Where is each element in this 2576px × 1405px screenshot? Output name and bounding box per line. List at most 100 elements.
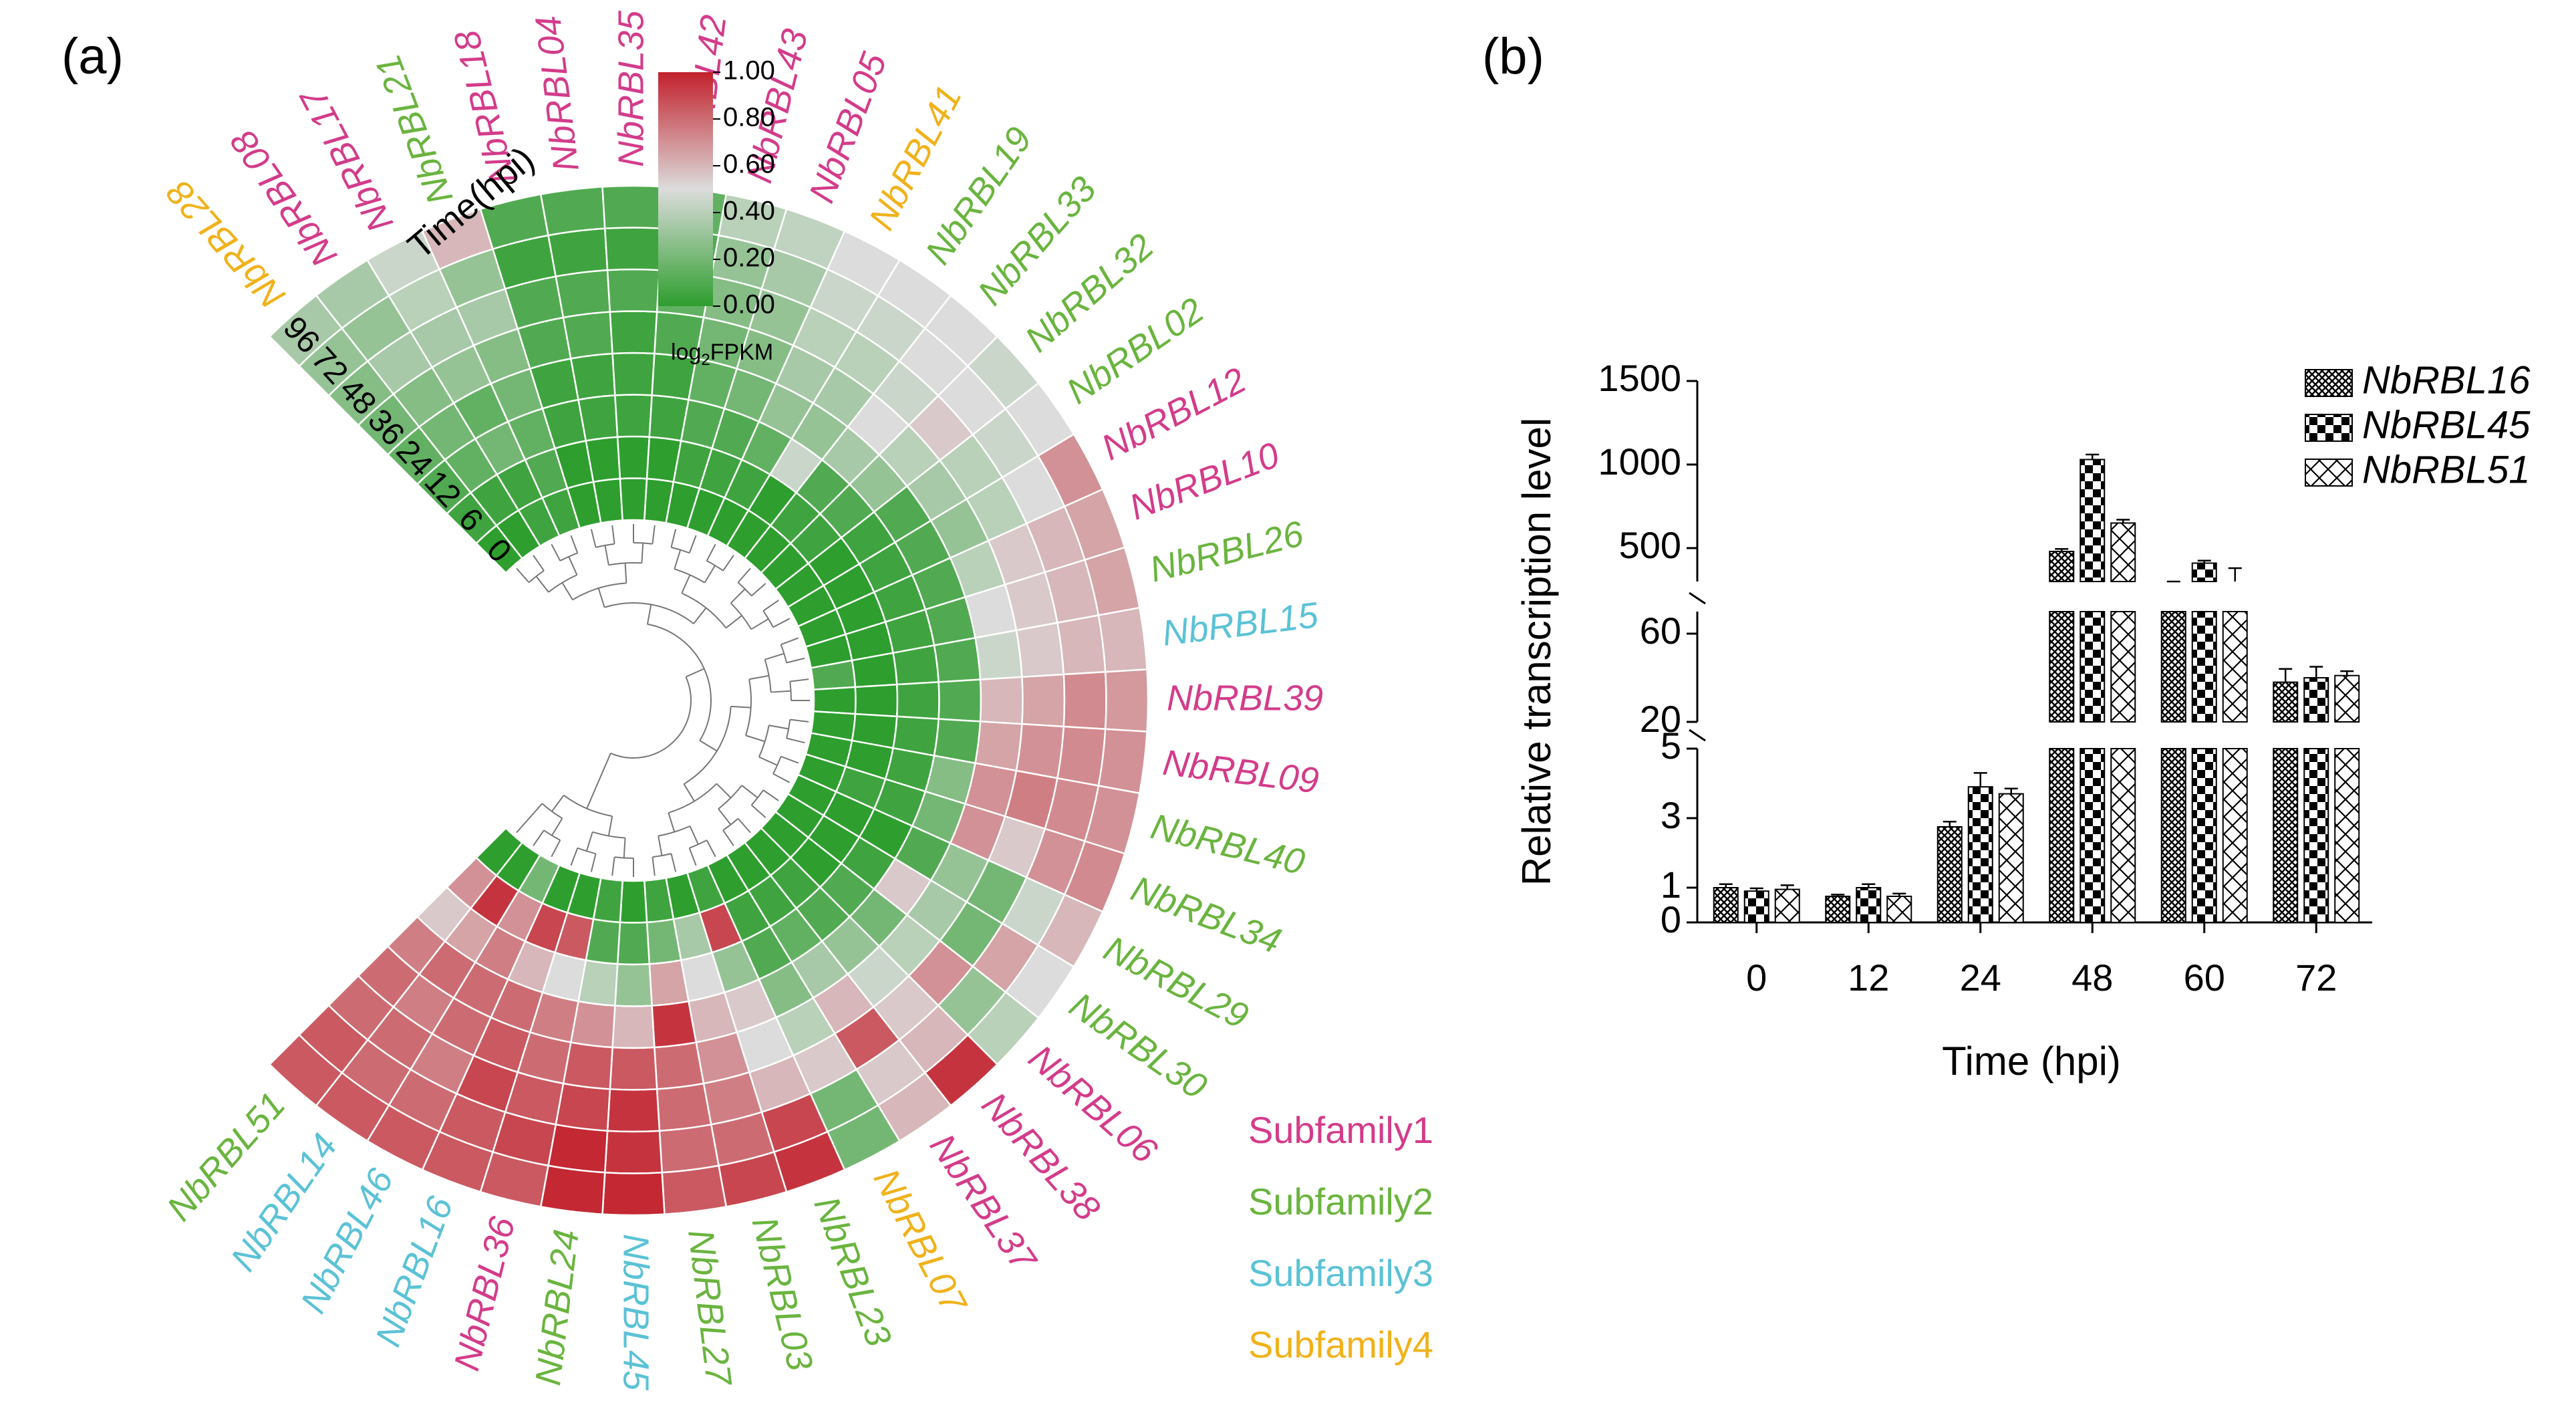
bar bbox=[2049, 611, 2075, 723]
bar bbox=[2191, 562, 2217, 582]
dendrogram-arc bbox=[563, 794, 613, 817]
heatmap-cell bbox=[1062, 670, 1107, 731]
heatmap-cell bbox=[892, 644, 940, 686]
bar bbox=[2110, 522, 2136, 582]
dendrogram-branch bbox=[772, 618, 791, 628]
dendrogram-branch bbox=[623, 838, 626, 858]
dendrogram-arc bbox=[614, 856, 634, 859]
panel-b-label: (b) bbox=[1482, 28, 1544, 85]
dendrogram-arc bbox=[647, 623, 712, 741]
dendrogram-arc bbox=[671, 546, 690, 554]
heatmap-cell bbox=[654, 1041, 705, 1090]
dendrogram-branch bbox=[770, 690, 791, 693]
heatmap-cell bbox=[614, 394, 653, 438]
bar bbox=[2334, 748, 2360, 923]
y-tick-label: 1 bbox=[1661, 864, 1681, 906]
dendrogram-branch bbox=[652, 857, 656, 876]
dendrogram-branch bbox=[762, 789, 779, 801]
bar bbox=[2080, 748, 2106, 923]
bar bbox=[1743, 890, 1769, 923]
subfamily-legend-item: Subfamily1 bbox=[1248, 1109, 1433, 1151]
dendrogram-branch bbox=[758, 756, 778, 766]
heatmap-cell bbox=[974, 629, 1023, 680]
dendrogram-branch bbox=[725, 615, 742, 629]
heatmap-cell bbox=[616, 921, 651, 966]
colorbar-tick-label: 0.20 bbox=[723, 243, 775, 273]
y-tick-label: 500 bbox=[1619, 524, 1681, 566]
colorbar-label: log2FPKM bbox=[671, 340, 773, 369]
heatmap-cell bbox=[555, 269, 611, 319]
dendrogram-branch bbox=[706, 543, 716, 561]
heatmap-cell bbox=[603, 1130, 664, 1174]
heatmap-cell bbox=[562, 311, 613, 360]
dendrogram-branch bbox=[786, 657, 805, 664]
bar bbox=[2273, 681, 2299, 723]
x-tick-label: 24 bbox=[1960, 956, 2001, 999]
heatmap-cell bbox=[606, 1088, 661, 1133]
dendrogram-branch bbox=[570, 535, 579, 553]
dendrogram-branch bbox=[570, 848, 579, 866]
dendrogram-branch bbox=[668, 812, 676, 832]
dendrogram-branch bbox=[688, 535, 697, 553]
heatmap-cell bbox=[1021, 673, 1066, 728]
dendrogram-branch bbox=[722, 555, 734, 571]
dendrogram-branch bbox=[750, 804, 766, 818]
dendrogram-arc bbox=[559, 552, 578, 561]
heatmap-cell bbox=[601, 1171, 666, 1217]
heatmap-cell bbox=[619, 880, 648, 924]
dendrogram-branch bbox=[533, 829, 545, 846]
heatmap-cell bbox=[547, 1123, 609, 1174]
colorbar-gradient bbox=[658, 72, 713, 306]
dendrogram-branch bbox=[688, 848, 697, 866]
bar bbox=[2273, 748, 2299, 923]
bar bbox=[2160, 748, 2186, 923]
heatmap-cell bbox=[1097, 606, 1148, 673]
gene-label: NbRBL27 bbox=[680, 1227, 739, 1389]
y-axis-title: Relative transcription level bbox=[1514, 418, 1559, 886]
bar bbox=[2303, 677, 2329, 723]
dendrogram-branch bbox=[590, 529, 597, 548]
dendrogram-branch bbox=[607, 815, 613, 836]
subfamily-legend-item: Subfamily4 bbox=[1248, 1323, 1433, 1366]
dendrogram-arc bbox=[528, 569, 545, 584]
dendrogram-branch bbox=[780, 755, 799, 764]
x-tick-label: 72 bbox=[2295, 956, 2337, 999]
dendrogram bbox=[516, 524, 810, 877]
heatmap-cell bbox=[895, 681, 940, 720]
x-axis-title: Time (hpi) bbox=[1942, 1039, 2121, 1083]
dendrogram-branch bbox=[750, 618, 769, 630]
dendrogram-branch bbox=[718, 808, 732, 825]
bar bbox=[1713, 887, 1739, 923]
heatmap-cell bbox=[616, 435, 651, 480]
bar bbox=[1937, 826, 1963, 923]
x-tick-label: 0 bbox=[1746, 956, 1767, 999]
gene-label: NbRBL40 bbox=[1147, 806, 1309, 882]
heatmap-cell bbox=[609, 1046, 658, 1091]
subfamily-legend: Subfamily1 Subfamily2 Subfamily3 Subfamily4 bbox=[1248, 1109, 1433, 1366]
bar bbox=[2110, 611, 2136, 723]
x-tick-label: 12 bbox=[1848, 956, 1889, 999]
heatmap-cell bbox=[979, 676, 1024, 725]
bar bbox=[2110, 748, 2136, 923]
y-tick-label: 3 bbox=[1661, 794, 1681, 836]
dendrogram-branch bbox=[693, 607, 707, 624]
dendrogram-branch bbox=[681, 574, 691, 594]
colorbar-tick-label: 0.40 bbox=[723, 197, 775, 226]
heatmap-cell bbox=[648, 959, 690, 1007]
bar bbox=[2222, 748, 2248, 923]
heatmap-cell bbox=[611, 352, 656, 396]
dendrogram-branch bbox=[611, 857, 615, 876]
heatmap-cell bbox=[661, 1164, 728, 1215]
heatmap-cell bbox=[606, 268, 661, 313]
heatmap-cell bbox=[938, 678, 982, 723]
gene-label: NbRBL45 bbox=[616, 1234, 656, 1391]
dendrogram-arc bbox=[737, 582, 752, 597]
legend-label: NbRBL45 bbox=[2362, 403, 2531, 446]
dendrogram-branch bbox=[670, 529, 677, 548]
subfamily-legend-item: Subfamily2 bbox=[1248, 1180, 1433, 1223]
heatmap-cell bbox=[603, 227, 664, 271]
dendrogram-branch bbox=[750, 583, 766, 597]
dendrogram-branch bbox=[706, 840, 716, 858]
